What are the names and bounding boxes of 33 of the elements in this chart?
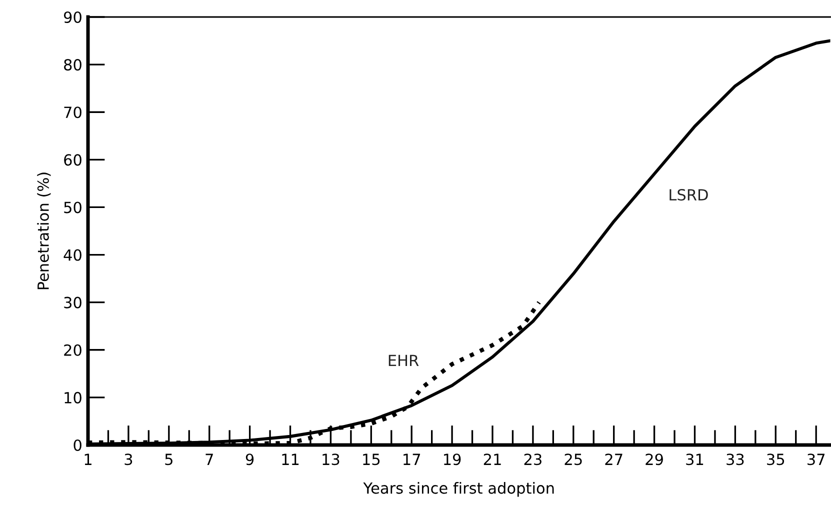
y-axis-title: Penetration (%) — [37, 172, 51, 290]
x-tick-label: 1 — [84, 454, 92, 465]
y-tick-label: 10 — [64, 392, 82, 404]
x-tick-label: 17 — [404, 454, 420, 465]
x-tick-label: 13 — [322, 454, 340, 466]
x-tick-label: 23 — [524, 454, 542, 466]
x-tick-label: 15 — [363, 454, 380, 466]
x-tick-label: 7 — [206, 454, 213, 465]
x-tick-label: 3 — [124, 454, 132, 466]
x-tick-label: 21 — [484, 454, 501, 465]
x-tick-label: 29 — [646, 454, 663, 466]
x-tick-label: 19 — [444, 454, 461, 466]
y-tick-label: 70 — [64, 106, 82, 118]
annotation: EHR — [388, 354, 419, 366]
x-tick-label: 31 — [686, 454, 704, 466]
x-tick-label: 11 — [282, 454, 299, 465]
x-tick-label: 27 — [605, 454, 622, 465]
x-tick-label: 5 — [165, 454, 172, 466]
y-tick-label: 30 — [64, 296, 82, 308]
x-tick-label: 37 — [808, 454, 825, 466]
y-tick-label: 40 — [64, 249, 82, 261]
y-tick-label: 80 — [64, 59, 82, 71]
y-tick-label: 90 — [64, 11, 82, 24]
x-axis-title: Years since first adoption — [363, 482, 554, 497]
x-tick-label: 9 — [246, 454, 254, 466]
y-tick-label: 60 — [64, 154, 82, 166]
x-tick-label: 33 — [726, 454, 744, 466]
y-tick-label: 50 — [64, 202, 82, 214]
x-tick-label: 25 — [564, 454, 582, 466]
annotation: LSRD — [670, 189, 708, 201]
y-tick-label: 0 — [74, 439, 82, 452]
x-tick-label: 35 — [767, 454, 784, 466]
y-tick-label: 20 — [64, 344, 82, 356]
